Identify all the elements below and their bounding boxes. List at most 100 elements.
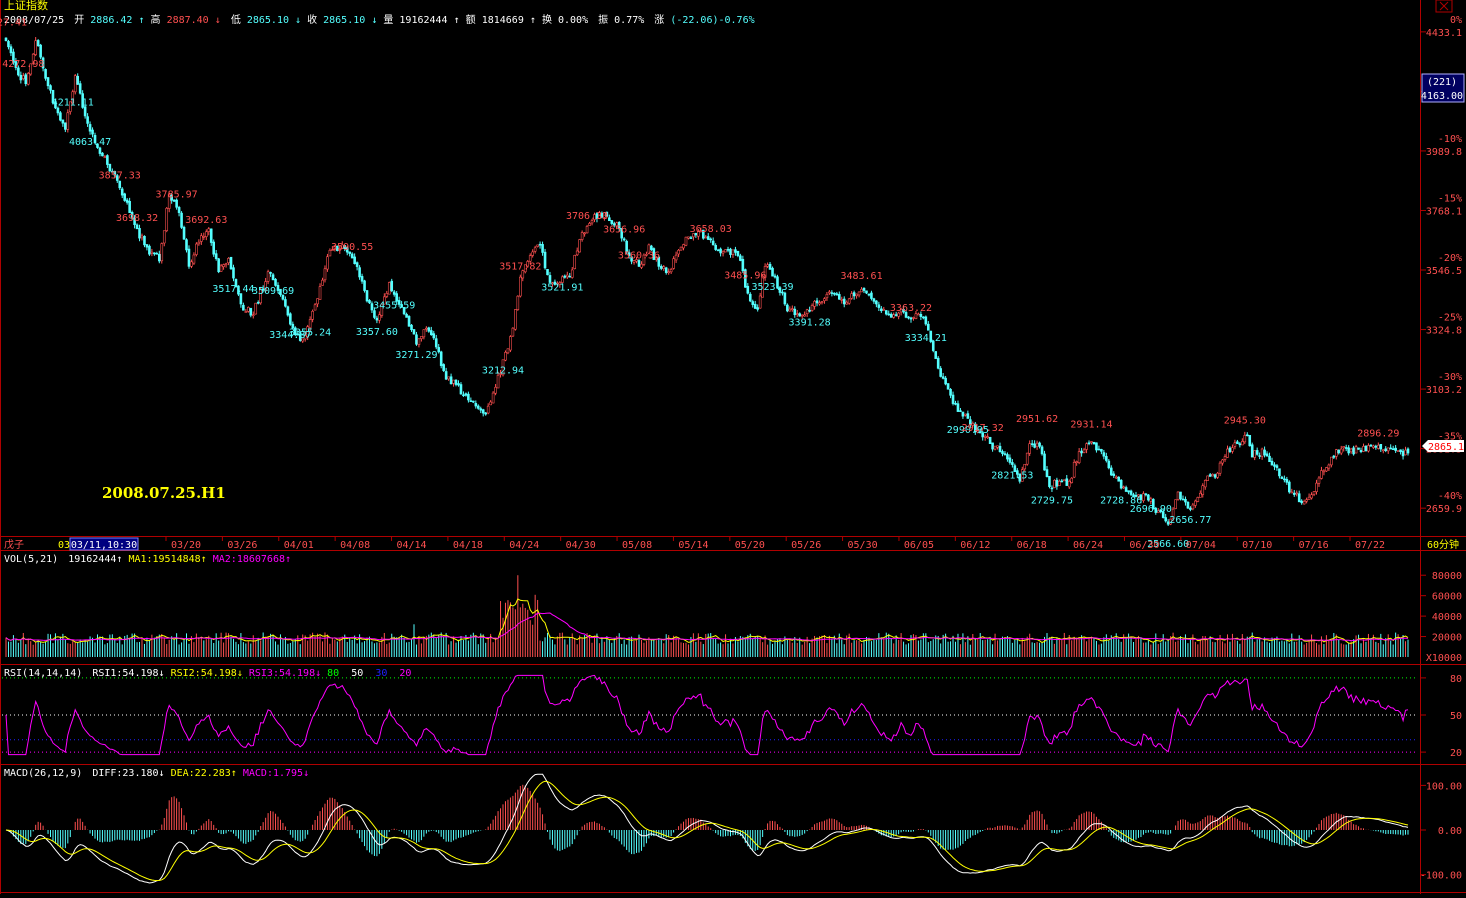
candle-body — [264, 281, 267, 292]
candle-body — [1332, 455, 1336, 458]
candle-body — [197, 241, 201, 245]
candle-body — [26, 73, 30, 85]
candle-body — [274, 278, 277, 286]
candle-body — [7, 41, 10, 48]
rsi-lines — [5, 674, 1409, 756]
price-label-high: 3517.82 — [499, 262, 541, 273]
candle-body — [1263, 449, 1266, 456]
candle-body — [828, 291, 831, 294]
candle-body — [207, 228, 211, 232]
candle-body — [318, 286, 322, 300]
candle-body — [1176, 491, 1180, 500]
candle-body — [1325, 467, 1328, 472]
candle-body — [875, 300, 878, 305]
candle-body — [620, 228, 623, 239]
candle-body — [306, 326, 309, 338]
candle-body — [1124, 487, 1128, 492]
candle-body — [261, 288, 265, 291]
price-label-high: 3485.96 — [724, 270, 766, 281]
candle-body — [66, 112, 70, 130]
candle-body — [523, 264, 527, 273]
candle-body — [410, 324, 413, 331]
price-label-high: 3698.32 — [116, 213, 158, 224]
candle-body — [647, 244, 651, 254]
info-low: 2865.10 — [247, 15, 289, 26]
candle-body — [944, 377, 947, 385]
candle-body — [575, 250, 579, 256]
candle-body — [714, 244, 717, 250]
candle-body — [34, 40, 37, 55]
volume-axis: 80000 60000 40000 20000 X10000 — [1420, 571, 1462, 664]
candle-body — [111, 170, 114, 173]
candle-body — [711, 240, 715, 246]
candle-body — [227, 258, 230, 264]
candle-body — [1023, 463, 1027, 470]
candle-body — [259, 289, 262, 304]
candle-body — [496, 374, 500, 389]
candle-body — [867, 293, 871, 296]
candle-body — [202, 235, 206, 238]
period-label: 60分钟 — [1427, 538, 1459, 551]
candle-body — [1038, 442, 1041, 447]
candle-body — [615, 222, 619, 227]
info-arrow-2: ↓ — [215, 15, 221, 26]
close-icon[interactable] — [1435, 0, 1453, 13]
price-label-low: 4211.11 — [52, 97, 94, 108]
candle-body — [479, 408, 483, 411]
candle-body — [1352, 447, 1355, 455]
candle-body — [402, 307, 406, 315]
candle-body — [1250, 444, 1254, 458]
candle-body — [763, 266, 767, 278]
candle-body — [1067, 480, 1071, 488]
candle-body — [1367, 445, 1370, 452]
candle-body — [966, 413, 970, 419]
candle-body — [721, 251, 725, 254]
macd-macd: MACD:1.795↓ — [243, 768, 309, 779]
candle-body — [437, 347, 441, 353]
candle-body — [405, 313, 408, 318]
candle-body — [224, 263, 228, 266]
candle-body — [1406, 448, 1410, 454]
price-label-high: 3692.63 — [185, 215, 227, 226]
candle-body — [1278, 468, 1281, 477]
candle-body — [415, 334, 418, 345]
macd-diff: DIFF:23.180↓ — [92, 768, 164, 779]
candle-body — [553, 281, 557, 285]
candle-body — [214, 253, 218, 259]
candle-body — [1221, 459, 1224, 464]
candle-body — [1156, 510, 1160, 514]
candle-body — [1048, 476, 1051, 487]
candle-body — [914, 313, 918, 319]
candle-body — [635, 259, 638, 262]
candle-body — [1181, 498, 1185, 501]
candle-body — [491, 392, 495, 404]
candle-body — [1270, 460, 1274, 466]
candle-body — [1394, 447, 1397, 451]
candle-body — [489, 401, 492, 406]
candle-body — [716, 249, 720, 252]
candle-body — [1040, 446, 1044, 455]
price-label-low: 3521.91 — [541, 283, 583, 294]
candle-body — [1285, 479, 1289, 483]
candle-body — [49, 85, 52, 91]
price-label-low: 3509.69 — [252, 286, 294, 297]
candle-body — [880, 308, 883, 312]
candle-body — [459, 384, 463, 395]
info-change: (-22.06)-0.76% — [670, 15, 754, 26]
vol-ma2-line — [5, 612, 1409, 642]
price-label-low: 3523.39 — [751, 282, 793, 293]
candle-body — [902, 309, 905, 313]
candle-body — [1255, 450, 1259, 455]
candle-body — [22, 75, 25, 79]
candle-body — [29, 63, 33, 75]
candle-body — [162, 230, 166, 244]
candle-body — [135, 224, 139, 230]
price-label-high: 3560.36 — [618, 250, 660, 261]
candle-body — [1137, 494, 1140, 497]
candle-body — [266, 271, 270, 282]
candle-body — [296, 333, 300, 336]
candle-body — [1211, 473, 1214, 477]
candle-body — [454, 379, 458, 385]
